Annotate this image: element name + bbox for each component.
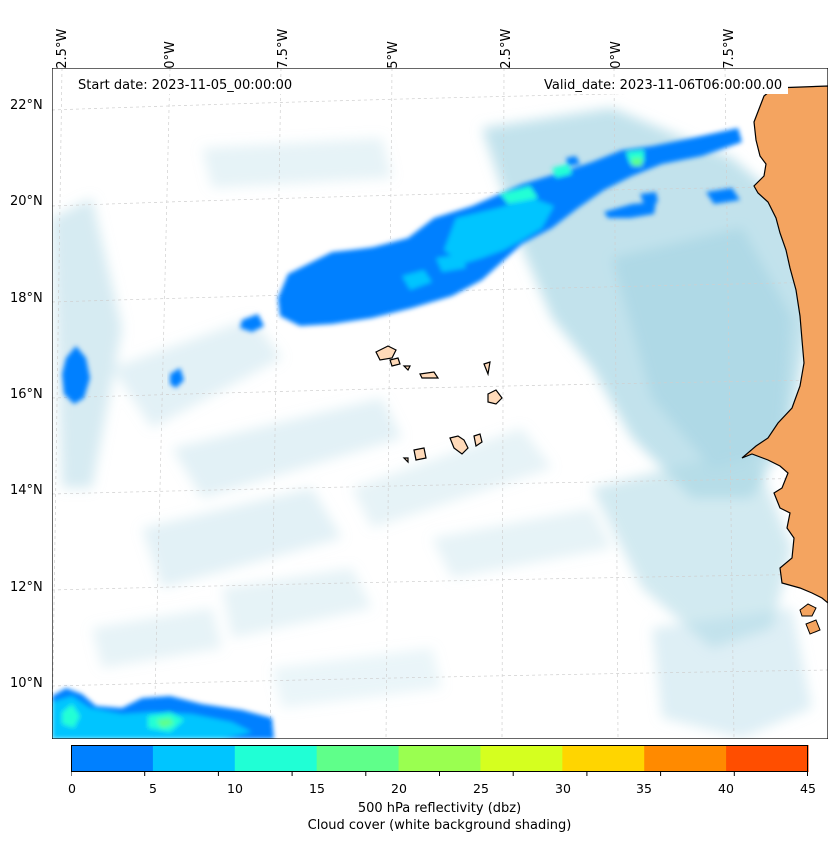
reflectivity-cell-west	[62, 346, 90, 404]
bissagos-island-2	[805, 619, 821, 635]
colorbar-swatch-3	[316, 745, 400, 772]
colorbar-tick-5: 5	[149, 781, 157, 796]
colorbar	[71, 745, 809, 776]
lat-label-20n: 20°N	[10, 194, 43, 209]
lat-label-12n: 12°N	[10, 580, 43, 595]
lat-label-18n: 18°N	[10, 291, 43, 306]
graticule	[52, 68, 828, 739]
colorbar-swatch-1	[152, 745, 236, 772]
colorbar-swatch-6	[562, 745, 645, 772]
colorbar-swatch-0	[71, 745, 154, 772]
lat-label-16n: 16°N	[10, 387, 43, 402]
colorbar-tick-35: 35	[636, 781, 652, 796]
colorbar-swatch-5	[480, 745, 563, 772]
colorbar-tick-20: 20	[391, 781, 407, 796]
start-date-label: Start date: 2023-11-05_00:00:00	[72, 77, 299, 94]
colorbar-tick-45: 45	[800, 781, 816, 796]
colorbar-swatch-4	[398, 745, 482, 772]
cape-verde-islands	[375, 345, 503, 464]
colorbar-swatch-7	[644, 745, 727, 772]
african-coast-land	[741, 85, 828, 604]
colorbar-label: 500 hPa reflectivity (dbz)	[357, 801, 522, 816]
colorbar-tick-10: 10	[227, 781, 243, 796]
colorbar-sublabel: Cloud cover (white background shading)	[307, 818, 572, 833]
colorbar-tick-0: 0	[68, 781, 76, 796]
reflectivity-band-south	[52, 688, 274, 739]
colorbar-tick-40: 40	[718, 781, 734, 796]
colorbar-tick-30: 30	[555, 781, 571, 796]
bissagos-islands	[799, 603, 817, 617]
lat-label-14n: 14°N	[10, 483, 43, 498]
lat-label-10n: 10°N	[10, 676, 43, 691]
lat-label-22n: 22°N	[10, 98, 43, 113]
valid-date-label: Valid_date: 2023-11-06T06:00:00.00	[538, 77, 789, 94]
reflectivity-cell-small	[170, 368, 184, 388]
map-panel	[52, 68, 828, 739]
colorbar-tick-25: 25	[473, 781, 489, 796]
colorbar-tick-15: 15	[309, 781, 325, 796]
reflectivity-band-north	[240, 128, 742, 332]
colorbar-swatch-8	[726, 745, 809, 772]
colorbar-swatch-2	[234, 745, 318, 772]
